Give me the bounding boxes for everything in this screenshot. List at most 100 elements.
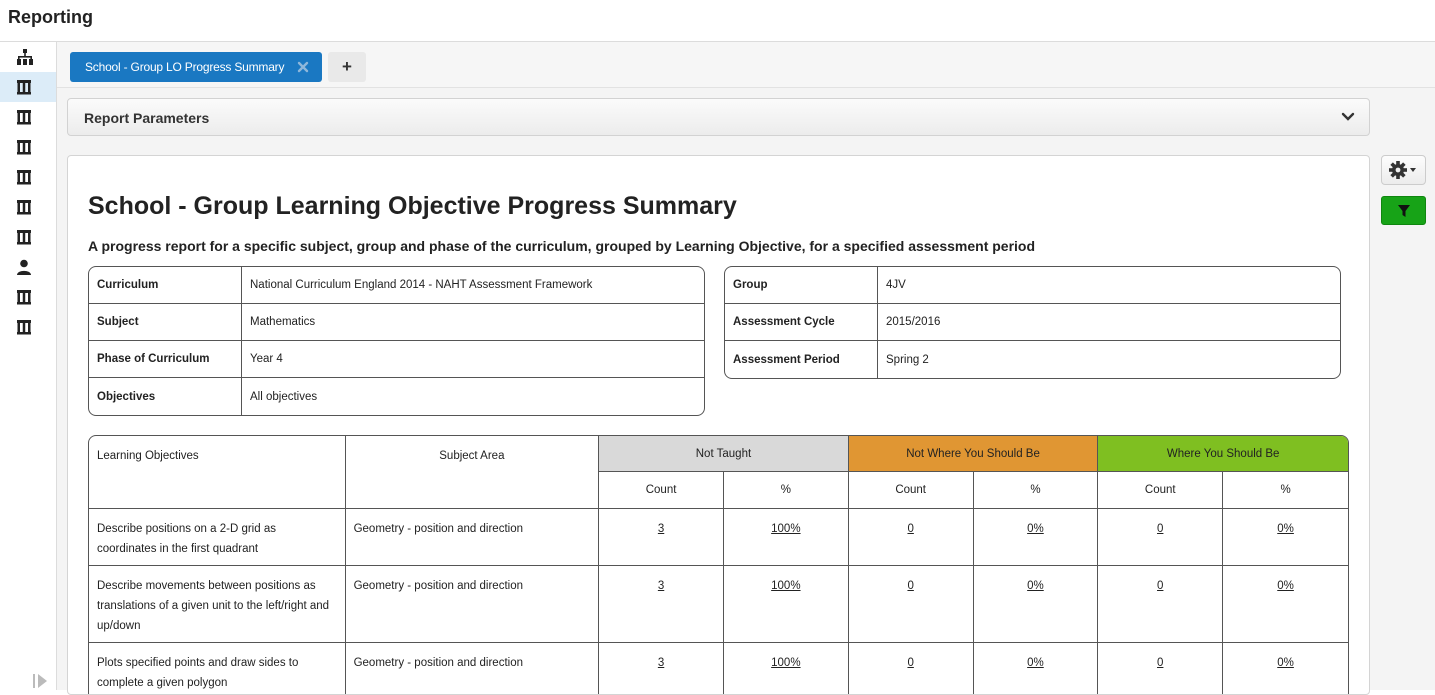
- org-chart-icon: [17, 49, 33, 65]
- where-count-link[interactable]: 0: [1157, 657, 1164, 669]
- sidebar-item-person[interactable]: [0, 252, 56, 282]
- not-where-count-link[interactable]: 0: [907, 580, 914, 592]
- person-icon: [17, 259, 31, 275]
- header-subject-area: Subject Area: [345, 436, 600, 509]
- not-where-percent-link[interactable]: 0%: [1027, 523, 1044, 535]
- filter-button[interactable]: [1381, 196, 1426, 225]
- sidebar-item-school-2[interactable]: [0, 102, 56, 132]
- building-icon: [17, 290, 31, 305]
- not-where-percent-link[interactable]: 0%: [1027, 657, 1044, 669]
- sidebar-item-school-5[interactable]: [0, 192, 56, 222]
- objective-cell: Describe positions on a 2-D grid as coor…: [89, 509, 346, 566]
- tab-close-button[interactable]: [296, 60, 310, 74]
- subject-area-cell: Geometry - position and direction: [346, 643, 600, 694]
- building-icon: [17, 170, 31, 185]
- building-icon: [17, 200, 31, 215]
- info-value: All objectives: [250, 390, 318, 403]
- report-parameters-panel[interactable]: Report Parameters: [67, 98, 1370, 136]
- where-percent-link[interactable]: 0%: [1277, 523, 1294, 535]
- sidebar-expand-toggle[interactable]: [30, 672, 50, 690]
- header-count: Count: [1098, 472, 1224, 509]
- info-value: Year 4: [242, 341, 704, 378]
- sidebar-item-school-4[interactable]: [0, 162, 56, 192]
- objective-cell: Describe movements between positions as …: [89, 566, 346, 643]
- not-taught-count-link[interactable]: 3: [657, 657, 665, 669]
- info-key: Objectives: [89, 378, 242, 415]
- info-row: Curriculum National Curriculum England 20…: [89, 267, 704, 304]
- where-count-link[interactable]: 0: [1157, 523, 1164, 535]
- chevron-down-icon[interactable]: [1341, 111, 1355, 123]
- report-title: School - Group Learning Objective Progre…: [88, 192, 737, 220]
- objectives-table: Learning Objectives Subject Area Not Tau…: [88, 435, 1349, 694]
- not-taught-count-link[interactable]: 3: [657, 580, 665, 592]
- building-icon: [17, 230, 31, 245]
- sidebar-item-school-1[interactable]: [0, 72, 56, 102]
- not-where-percent-link[interactable]: 0%: [1027, 580, 1044, 592]
- tab-report[interactable]: School - Group LO Progress Summary: [70, 52, 322, 82]
- not-taught-count-link[interactable]: 3: [657, 523, 665, 535]
- table-row: Describe movements between positions as …: [89, 566, 1348, 643]
- where-count-link[interactable]: 0: [1157, 580, 1164, 592]
- info-key: Assessment Cycle: [725, 304, 878, 341]
- info-row: Phase of Curriculum Year 4: [89, 341, 704, 378]
- info-key: Phase of Curriculum: [89, 341, 242, 378]
- not-taught-percent-link[interactable]: 100%: [771, 523, 801, 535]
- header-count: Count: [599, 472, 724, 509]
- expand-sidebar-icon: [33, 674, 47, 688]
- filter-icon: [1397, 204, 1410, 217]
- sidebar-item-school-6[interactable]: [0, 222, 56, 252]
- header-percent: %: [1223, 472, 1348, 509]
- subject-area-cell: Geometry - position and direction: [345, 509, 600, 566]
- table-row: Plots specified points and draw sides to…: [89, 643, 1348, 694]
- app-header: Reporting: [0, 0, 1435, 42]
- not-where-count-link[interactable]: 0: [907, 523, 914, 535]
- tab-bar: School - Group LO Progress Summary +: [57, 42, 1435, 88]
- sidebar-item-org[interactable]: [0, 42, 56, 72]
- where-percent-link[interactable]: 0%: [1277, 657, 1294, 669]
- info-row: Group 4JV: [725, 267, 1340, 304]
- info-value: 2015/2016: [878, 304, 1340, 341]
- close-icon: [297, 61, 309, 73]
- header-percent: %: [973, 472, 1099, 509]
- building-icon: [17, 110, 31, 125]
- info-row: Assessment Period Spring 2: [725, 341, 1340, 378]
- not-where-count-link[interactable]: 0: [907, 657, 914, 669]
- report-subtitle: A progress report for a specific subject…: [88, 238, 1036, 254]
- sidebar-item-school-8[interactable]: [0, 312, 56, 342]
- info-key: Assessment Period: [725, 341, 878, 378]
- header-count: Count: [848, 472, 974, 509]
- report-info-table-right: Group 4JV Assessment Cycle 2015/2016 Asses…: [724, 266, 1341, 379]
- where-percent-link[interactable]: 0%: [1277, 580, 1294, 592]
- objective-cell: Plots specified points and draw sides to…: [89, 643, 346, 694]
- info-value: Mathematics: [242, 304, 704, 341]
- info-key: Group: [725, 267, 878, 304]
- info-row: Assessment Cycle 2015/2016: [725, 304, 1340, 341]
- report-panel: School - Group Learning Objective Progre…: [67, 155, 1370, 695]
- header-percent: %: [723, 472, 849, 509]
- info-row: Subject Mathematics: [89, 304, 704, 341]
- sidebar-item-school-7[interactable]: [0, 282, 56, 312]
- not-taught-percent-link[interactable]: 100%: [771, 580, 801, 592]
- main-area: School - Group LO Progress Summary + Rep…: [57, 42, 1435, 695]
- sidebar: [0, 42, 57, 690]
- table-subheader-row: Count % Count % Count %: [89, 472, 1348, 509]
- info-key: Curriculum: [89, 267, 242, 304]
- info-value: National Curriculum England 2014 - NAHT …: [242, 267, 704, 304]
- add-tab-button[interactable]: +: [328, 52, 366, 82]
- info-row: Objectives All objectives: [89, 378, 704, 415]
- report-info-table-left: Curriculum National Curriculum England 20…: [88, 266, 705, 416]
- settings-dropdown-button[interactable]: [1381, 155, 1426, 185]
- header-not-taught: Not Taught: [599, 436, 849, 472]
- info-value: Spring 2: [886, 353, 929, 366]
- header-not-where-you-should-be: Not Where You Should Be: [848, 436, 1099, 472]
- sidebar-item-school-3[interactable]: [0, 132, 56, 162]
- app-title: Reporting: [8, 7, 93, 27]
- header-learning-objectives: Learning Objectives: [89, 436, 346, 509]
- building-icon: [17, 140, 31, 155]
- info-value: 4JV: [878, 267, 1340, 304]
- building-icon: [17, 320, 31, 335]
- not-taught-percent-link[interactable]: 100%: [771, 657, 801, 669]
- table-row: Describe positions on a 2-D grid as coor…: [89, 509, 1348, 566]
- report-parameters-title: Report Parameters: [84, 110, 210, 126]
- tab-label: School - Group LO Progress Summary: [85, 60, 285, 74]
